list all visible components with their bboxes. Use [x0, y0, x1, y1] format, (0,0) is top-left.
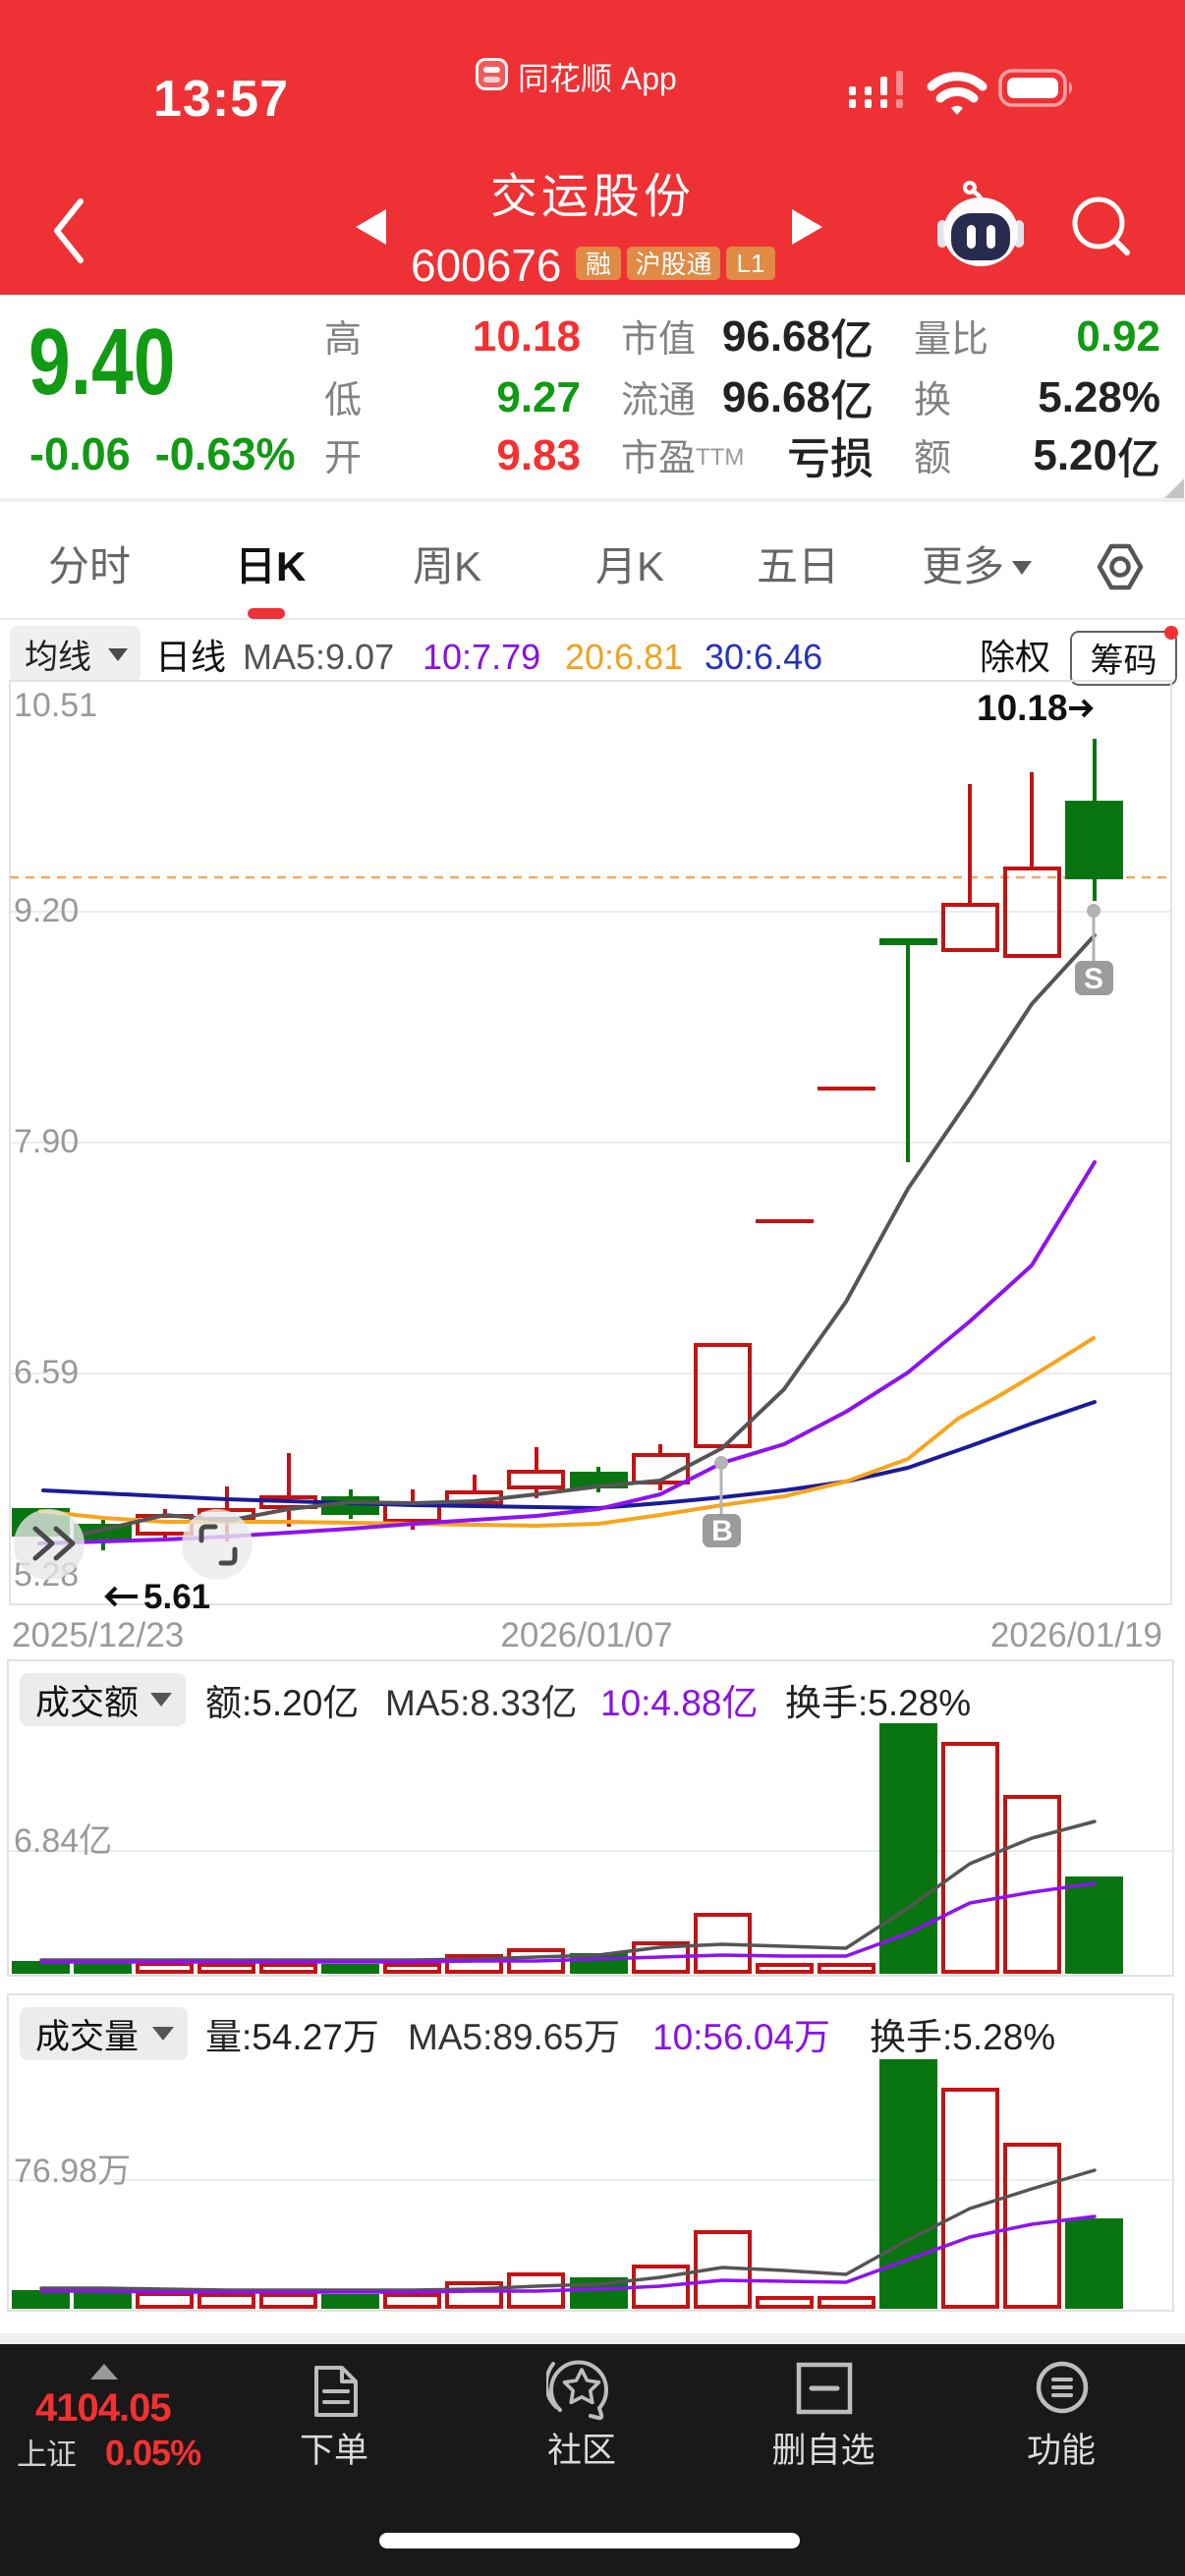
svg-text:10:4.88亿: 10:4.88亿 — [600, 1673, 758, 1726]
svg-text:6.59: 6.59 — [14, 1345, 79, 1393]
svg-text:额:5.20亿: 额:5.20亿 — [205, 1673, 359, 1726]
svg-text:MA5:8.33亿: MA5:8.33亿 — [385, 1673, 577, 1726]
svg-text:MA5:89.65万: MA5:89.65万 — [408, 2007, 620, 2060]
svg-text:量:54.27万: 量:54.27万 — [205, 2007, 379, 2060]
svg-text:5.61: 5.61 — [143, 1569, 210, 1619]
svg-text:10.18: 10.18 — [977, 678, 1068, 731]
svg-text:9.20: 9.20 — [14, 883, 79, 931]
svg-text:成交量: 成交量 — [35, 2009, 139, 2059]
svg-text:2025/12/23: 2025/12/23 — [12, 1607, 184, 1657]
svg-text:B: B — [711, 1506, 733, 1549]
svg-text:7.90: 7.90 — [14, 1114, 79, 1162]
svg-text:2026/01/19: 2026/01/19 — [990, 1607, 1162, 1657]
svg-text:76.98万: 76.98万 — [14, 2144, 131, 2192]
svg-text:6.84亿: 6.84亿 — [14, 1814, 112, 1862]
svg-text:10:56.04万: 10:56.04万 — [652, 2007, 830, 2060]
svg-text:10.51: 10.51 — [14, 678, 97, 726]
svg-text:S: S — [1084, 954, 1103, 997]
svg-text:2026/01/07: 2026/01/07 — [500, 1607, 672, 1657]
svg-text:换手:5.28%: 换手:5.28% — [870, 2007, 1055, 2060]
svg-text:换手:5.28%: 换手:5.28% — [785, 1673, 971, 1726]
svg-text:成交额: 成交额 — [35, 1675, 139, 1725]
